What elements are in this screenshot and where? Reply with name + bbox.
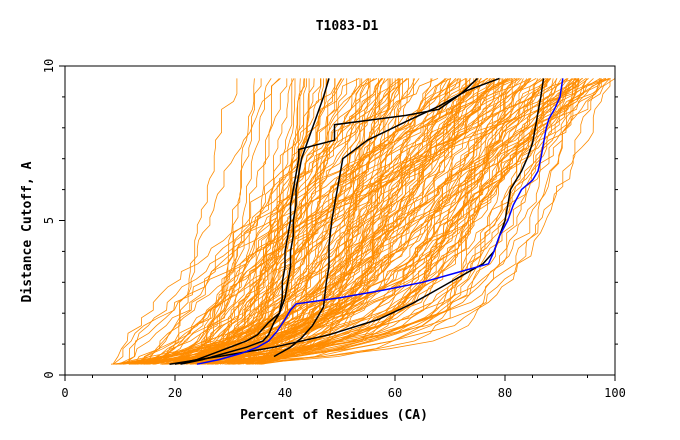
background-model-line bbox=[230, 78, 449, 365]
x-tick-label: 100 bbox=[604, 386, 626, 400]
background-model-line bbox=[143, 78, 343, 365]
y-tick-label: 0 bbox=[42, 371, 56, 378]
background-model-line bbox=[171, 78, 518, 365]
background-model-line bbox=[201, 78, 336, 365]
x-tick-label: 60 bbox=[388, 386, 402, 400]
background-model-lines bbox=[110, 78, 616, 365]
background-model-line bbox=[247, 78, 371, 365]
black-model-3-line bbox=[169, 78, 545, 365]
black-model-2-line bbox=[180, 77, 479, 365]
background-model-line bbox=[164, 78, 551, 365]
x-axis-label: Percent of Residues (CA) bbox=[240, 408, 428, 423]
background-model-line bbox=[243, 78, 519, 365]
background-model-line bbox=[119, 78, 504, 365]
background-model-line bbox=[184, 78, 611, 365]
background-model-line bbox=[201, 78, 610, 365]
y-axis-label: Distance Cutoff, A bbox=[20, 161, 35, 302]
background-model-line bbox=[128, 78, 512, 365]
background-model-line bbox=[238, 78, 409, 365]
background-model-line bbox=[226, 78, 489, 365]
background-model-line bbox=[148, 78, 479, 365]
background-model-line bbox=[115, 78, 607, 365]
chart-title: T1083-D1 bbox=[316, 19, 379, 34]
background-model-line bbox=[258, 78, 391, 365]
background-model-line bbox=[211, 78, 602, 365]
x-axis-ticks: 0 20 40 60 80 100 bbox=[61, 375, 626, 400]
background-model-line bbox=[177, 78, 475, 365]
background-model-line bbox=[179, 78, 447, 365]
background-model-line bbox=[183, 78, 382, 365]
background-model-line bbox=[141, 78, 288, 365]
y-tick-label: 10 bbox=[42, 59, 56, 73]
x-tick-label: 20 bbox=[168, 386, 182, 400]
x-tick-label: 0 bbox=[61, 386, 68, 400]
y-tick-label: 5 bbox=[42, 217, 56, 224]
background-model-line bbox=[229, 78, 389, 365]
x-tick-label: 40 bbox=[278, 386, 292, 400]
background-model-line bbox=[175, 78, 541, 365]
background-model-line bbox=[164, 78, 262, 365]
background-model-line bbox=[152, 78, 255, 365]
background-model-line bbox=[134, 78, 439, 365]
background-model-line bbox=[207, 78, 306, 365]
background-model-line bbox=[192, 78, 272, 365]
highlighted-model-lines bbox=[169, 77, 564, 365]
background-model-line bbox=[250, 78, 307, 365]
background-model-line bbox=[208, 78, 369, 365]
background-model-line bbox=[198, 78, 547, 365]
background-model-line bbox=[208, 78, 389, 365]
background-model-line bbox=[195, 78, 569, 365]
background-model-line bbox=[227, 78, 574, 365]
background-model-line bbox=[189, 78, 400, 365]
background-model-line bbox=[239, 78, 477, 365]
background-model-line bbox=[228, 78, 503, 365]
background-model-line bbox=[172, 78, 348, 365]
background-model-line bbox=[245, 78, 280, 365]
background-model-line bbox=[212, 78, 386, 365]
background-model-line bbox=[118, 78, 336, 365]
background-model-line bbox=[200, 78, 466, 365]
background-model-line bbox=[203, 78, 345, 365]
background-model-line bbox=[163, 78, 578, 365]
background-model-line bbox=[257, 78, 501, 365]
background-model-line bbox=[140, 78, 451, 365]
background-model-line bbox=[207, 78, 588, 365]
background-model-line bbox=[212, 78, 433, 365]
background-model-line bbox=[143, 78, 582, 365]
background-model-line bbox=[129, 78, 567, 365]
background-model-line bbox=[162, 78, 238, 365]
background-model-line bbox=[259, 78, 580, 365]
background-model-line bbox=[146, 78, 396, 365]
background-model-line bbox=[219, 78, 383, 365]
background-model-line bbox=[143, 78, 281, 365]
background-model-line bbox=[239, 78, 296, 365]
background-model-line bbox=[123, 78, 588, 365]
black-model-1-line bbox=[174, 78, 330, 365]
highlighted-model-line bbox=[196, 78, 564, 365]
background-model-line bbox=[225, 78, 508, 365]
background-model-line bbox=[233, 78, 549, 365]
background-model-line bbox=[260, 78, 579, 365]
background-model-line bbox=[137, 78, 482, 365]
background-model-line bbox=[174, 78, 375, 365]
x-tick-label: 80 bbox=[498, 386, 512, 400]
background-model-line bbox=[137, 78, 579, 365]
background-model-line bbox=[259, 78, 495, 365]
background-model-line bbox=[193, 78, 517, 365]
black-model-4-line bbox=[273, 77, 500, 358]
background-model-line bbox=[166, 78, 616, 365]
background-model-line bbox=[162, 78, 600, 365]
background-model-line bbox=[141, 78, 606, 365]
y-axis-ticks: 0 5 10 bbox=[42, 59, 618, 379]
background-model-line bbox=[252, 78, 369, 365]
